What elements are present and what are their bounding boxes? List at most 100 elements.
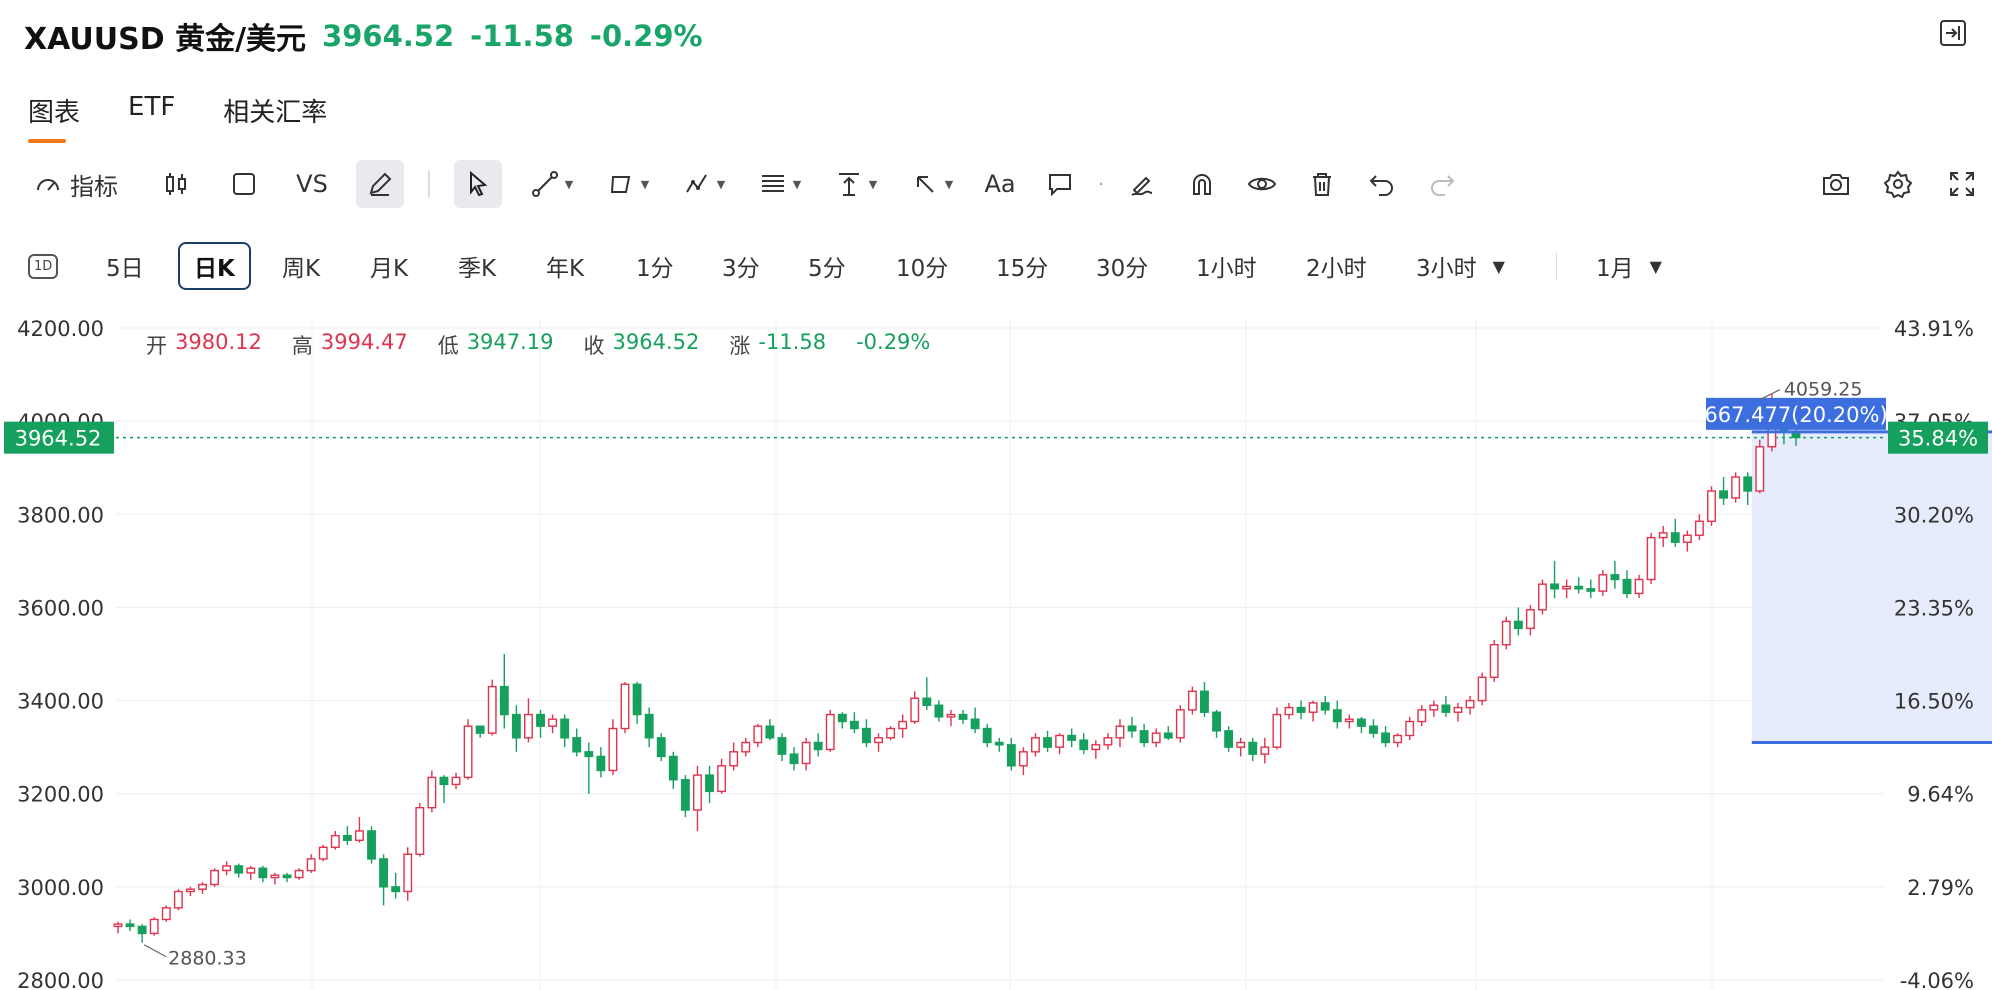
interval-5d[interactable]: 5日 [106,256,144,282]
interval-badge[interactable]: 1D [28,242,59,290]
candle [1043,730,1052,752]
candle [1574,577,1584,594]
indicators-button[interactable]: 指标 [26,160,126,208]
candle-type-icon[interactable] [158,160,194,208]
settings-gear-icon[interactable] [1880,160,1916,208]
candle [487,679,497,736]
candle-body [185,888,195,893]
eye-icon[interactable] [1244,160,1280,208]
square-icon[interactable] [226,160,262,208]
candle [451,772,461,790]
interval-monthly[interactable]: 月K [370,256,409,282]
candle [765,719,775,741]
tab-related-fx[interactable]: 相关汇率 [223,98,328,128]
fibonacci-icon[interactable]: ▼ [752,160,808,208]
close-value: 3964.52 [612,330,700,354]
arrow-icon[interactable]: ▼ [904,160,960,208]
candle-body [1151,732,1161,744]
interval-5m[interactable]: 5分 [808,256,846,282]
candle-body [1743,476,1753,492]
candle-body [946,713,956,718]
candle [1031,733,1040,757]
interval-2h[interactable]: 2小时 [1306,256,1367,282]
magnet-icon[interactable] [1184,160,1220,208]
candle [729,742,739,771]
candle-body [439,776,449,786]
interval-yearly[interactable]: 年K [546,256,585,282]
candle-body [1163,732,1173,739]
tab-etf[interactable]: ETF [128,92,176,122]
candle [1055,733,1065,755]
candle [1296,700,1306,720]
interval-30m[interactable]: 30分 [1096,256,1149,282]
candle [258,865,268,883]
interval-3m[interactable]: 3分 [722,256,760,282]
chevron-down-icon: ▼ [1492,256,1505,276]
interval-15m[interactable]: 15分 [996,256,1049,282]
price-tick-label: 3000.00 [17,876,104,900]
pencil-icon[interactable] [356,160,404,208]
last-price-tag-bg [4,421,114,454]
candle-body [741,741,751,753]
interval-1h[interactable]: 1小时 [1196,256,1257,282]
compare-button[interactable]: VS [296,170,328,198]
interval-daily[interactable]: 日K [178,242,251,290]
price-chart[interactable]: 4200.004000.003800.003600.003400.003200.… [0,306,1992,990]
candle [1212,709,1221,738]
candle [185,886,195,897]
trash-icon[interactable] [1304,160,1340,208]
undo-icon[interactable] [1364,160,1400,208]
candle [463,719,473,780]
measure-range-box[interactable] [1751,431,1992,743]
candle [1634,574,1644,599]
candle-body [536,713,545,727]
pattern-icon[interactable]: ▼ [676,160,732,208]
comment-icon[interactable] [1042,160,1078,208]
measure-icon[interactable]: ▼ [828,160,884,208]
candle [886,726,896,741]
candle-body [680,779,690,811]
candle [113,921,123,934]
interval-3h-dropdown[interactable]: 3小时 ▼ [1416,242,1505,290]
candle-body [1332,709,1342,723]
candle-body [1646,536,1656,581]
pen-hide-icon[interactable] [1124,160,1160,208]
candle [1381,726,1390,748]
candle [572,728,582,757]
exit-fullscreen-icon[interactable] [1940,20,1966,46]
candle [1091,740,1101,759]
candle [1441,695,1451,717]
candle [813,733,823,757]
interval-quarterly[interactable]: 季K [458,256,497,282]
drawing-toolbar: 指标 VS ▼ ▼ ▼ ▼ ▼ ▼ Aa · [0,160,1992,208]
candle-body [1344,718,1354,723]
candle-body [765,725,775,739]
interval-weekly[interactable]: 周K [282,256,321,282]
camera-icon[interactable] [1818,160,1854,208]
interval-1m[interactable]: 1分 [636,256,674,282]
symbol-title: XAUUSD 黄金/美元 [24,22,307,57]
price-tick-label: 3600.00 [17,596,104,620]
max-leader-line [1759,389,1781,401]
redo-icon[interactable] [1424,160,1460,208]
cursor-icon[interactable] [454,160,502,208]
text-tool-button[interactable]: Aa [984,170,1016,198]
tab-chart[interactable]: 图表 [28,92,80,143]
candle-body [391,886,401,893]
candle-body [1417,709,1427,723]
candle [354,817,364,843]
candle-body [222,865,232,872]
fullscreen-icon[interactable] [1944,160,1980,208]
trendline-icon[interactable]: ▼ [524,160,580,208]
range-dropdown[interactable]: 1月 ▼ [1596,242,1662,290]
candle-body [1079,739,1089,751]
candle [825,709,835,752]
candle-body [1477,676,1487,702]
candle-body [1586,588,1596,592]
calendar-day-icon: 1D [28,253,59,279]
shape-icon[interactable]: ▼ [600,160,656,208]
measure-label-bg [1706,397,1886,430]
interval-10m[interactable]: 10分 [896,256,949,282]
interval-divider [1556,252,1557,280]
candle-body [1550,583,1560,590]
